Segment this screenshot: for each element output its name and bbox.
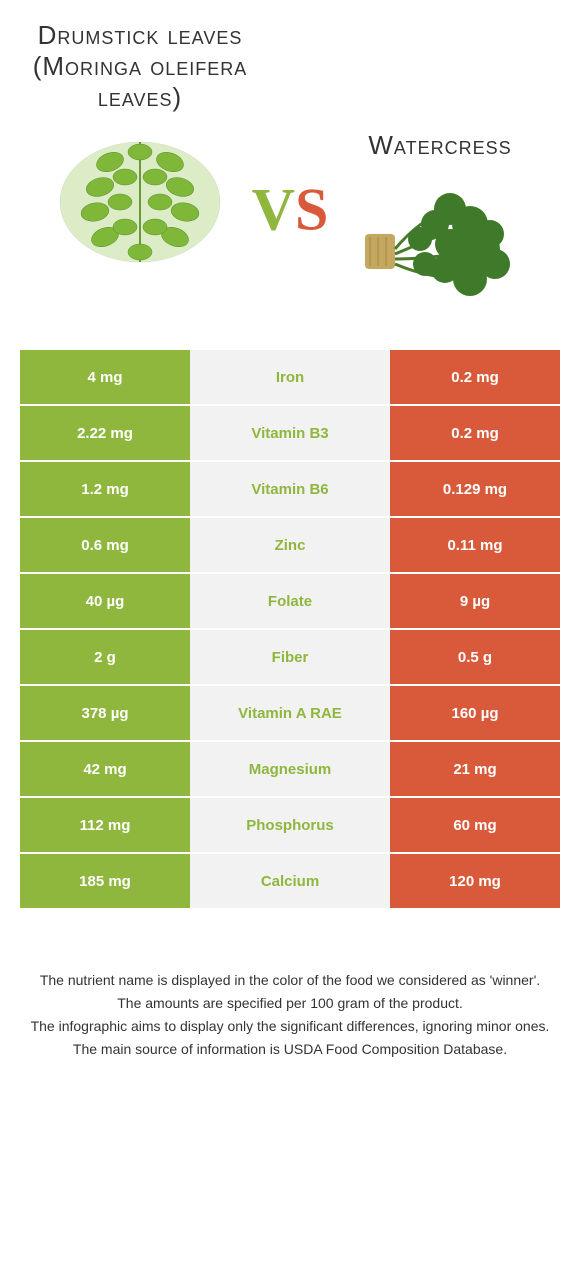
footer-line-1: The nutrient name is displayed in the co… xyxy=(20,970,560,991)
right-value-cell: 0.129 mg xyxy=(390,462,560,518)
footer-line-2: The amounts are specified per 100 gram o… xyxy=(20,993,560,1014)
nutrient-comparison-table: 4 mgIron0.2 mg2.22 mgVitamin B30.2 mg1.2… xyxy=(20,350,560,910)
table-row: 40 µgFolate9 µg xyxy=(20,574,560,630)
left-value-cell: 112 mg xyxy=(20,798,190,854)
right-value-cell: 0.2 mg xyxy=(390,406,560,462)
right-value-cell: 21 mg xyxy=(390,742,560,798)
table-row: 378 µgVitamin A RAE160 µg xyxy=(20,686,560,742)
left-value-cell: 185 mg xyxy=(20,854,190,910)
vs-label: VS xyxy=(252,176,329,245)
table-row: 4 mgIron0.2 mg xyxy=(20,350,560,406)
left-value-cell: 0.6 mg xyxy=(20,518,190,574)
nutrient-name-cell: Vitamin A RAE xyxy=(190,686,390,742)
table-row: 185 mgCalcium120 mg xyxy=(20,854,560,910)
footer-notes: The nutrient name is displayed in the co… xyxy=(0,970,580,1060)
right-value-cell: 0.5 g xyxy=(390,630,560,686)
left-value-cell: 42 mg xyxy=(20,742,190,798)
footer-line-3: The infographic aims to display only the… xyxy=(20,1016,560,1037)
left-value-cell: 378 µg xyxy=(20,686,190,742)
table-row: 2.22 mgVitamin B30.2 mg xyxy=(20,406,560,462)
table-row: 42 mgMagnesium21 mg xyxy=(20,742,560,798)
nutrient-name-cell: Iron xyxy=(190,350,390,406)
nutrient-name-cell: Fiber xyxy=(190,630,390,686)
nutrient-name-cell: Zinc xyxy=(190,518,390,574)
left-value-cell: 2 g xyxy=(20,630,190,686)
vs-s-letter: S xyxy=(295,177,328,243)
watercress-icon xyxy=(350,169,530,329)
right-food-column: Watercress xyxy=(330,20,550,329)
right-value-cell: 0.11 mg xyxy=(390,518,560,574)
left-value-cell: 4 mg xyxy=(20,350,190,406)
table-row: 112 mgPhosphorus60 mg xyxy=(20,798,560,854)
vs-v-letter: V xyxy=(252,177,295,243)
footer-line-4: The main source of information is USDA F… xyxy=(20,1039,560,1060)
nutrient-name-cell: Folate xyxy=(190,574,390,630)
left-food-title: Drumstick leaves (Moringa oleifera leave… xyxy=(30,20,250,114)
right-value-cell: 120 mg xyxy=(390,854,560,910)
left-food-image xyxy=(50,122,230,282)
right-food-image xyxy=(350,169,530,329)
right-food-title: Watercress xyxy=(368,130,511,161)
right-value-cell: 0.2 mg xyxy=(390,350,560,406)
moringa-leaves-icon xyxy=(50,122,230,282)
table-row: 1.2 mgVitamin B60.129 mg xyxy=(20,462,560,518)
nutrient-name-cell: Vitamin B3 xyxy=(190,406,390,462)
nutrient-name-cell: Calcium xyxy=(190,854,390,910)
right-value-cell: 60 mg xyxy=(390,798,560,854)
nutrient-name-cell: Magnesium xyxy=(190,742,390,798)
left-value-cell: 1.2 mg xyxy=(20,462,190,518)
left-value-cell: 40 µg xyxy=(20,574,190,630)
nutrient-name-cell: Phosphorus xyxy=(190,798,390,854)
left-value-cell: 2.22 mg xyxy=(20,406,190,462)
nutrient-name-cell: Vitamin B6 xyxy=(190,462,390,518)
right-value-cell: 9 µg xyxy=(390,574,560,630)
left-food-column: Drumstick leaves (Moringa oleifera leave… xyxy=(30,20,250,282)
right-value-cell: 160 µg xyxy=(390,686,560,742)
comparison-header: Drumstick leaves (Moringa oleifera leave… xyxy=(0,0,580,350)
table-row: 2 gFiber0.5 g xyxy=(20,630,560,686)
table-row: 0.6 mgZinc0.11 mg xyxy=(20,518,560,574)
